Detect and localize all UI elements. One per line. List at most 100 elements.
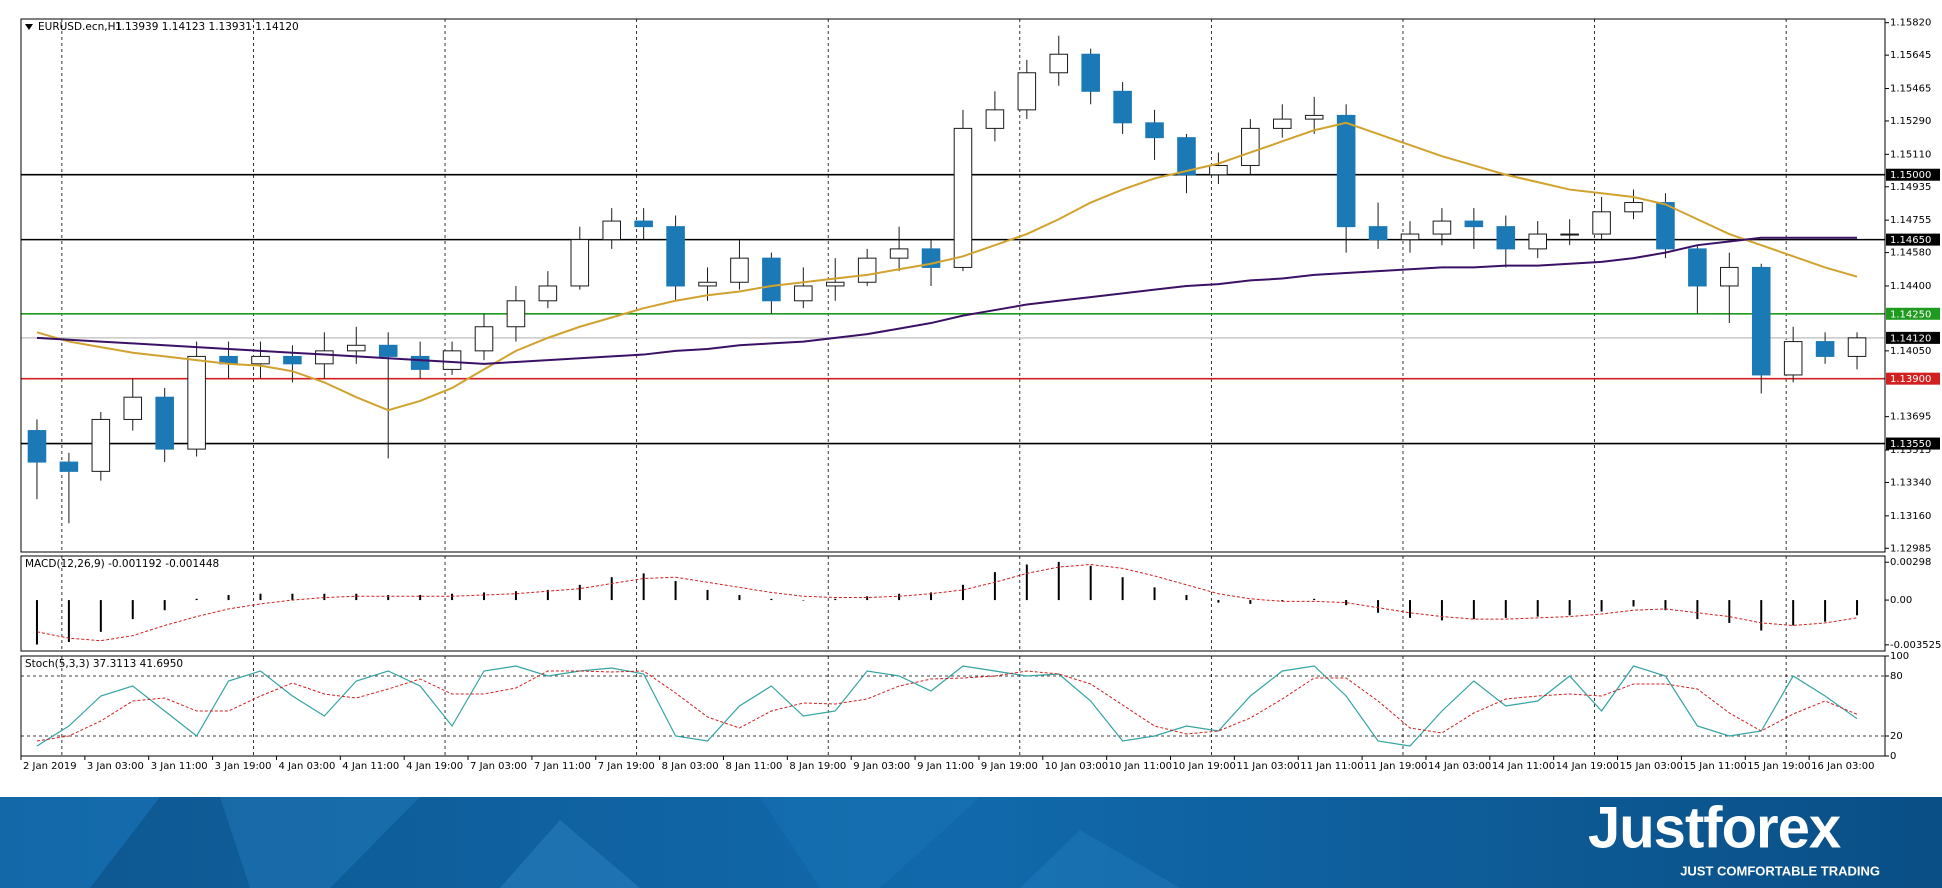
macd-bar [1025, 564, 1028, 601]
macd-bar [674, 581, 677, 601]
macd-bar [67, 600, 70, 642]
y-tick-label: 1.13340 [1890, 477, 1931, 488]
candle-body [666, 226, 685, 287]
macd-bar [802, 600, 805, 601]
macd-bar [898, 593, 901, 601]
price-level-box [1886, 372, 1940, 385]
candle-body [378, 344, 398, 357]
banner-shape [500, 820, 640, 888]
macd-bar [1057, 561, 1060, 601]
y-tick-label: 0 [1890, 751, 1896, 762]
macd-signal-line [36, 564, 1858, 642]
candle-body [1336, 114, 1356, 228]
y-tick-label: 20 [1890, 731, 1903, 742]
x-tick-label: 8 Jan 03:00 [662, 761, 719, 772]
macd-bar [1313, 598, 1316, 601]
candle-body [889, 248, 909, 259]
candle-body [1177, 137, 1196, 176]
price-level-label: 1.14120 [1890, 333, 1931, 344]
x-tick-label: 15 Jan 19:00 [1747, 761, 1810, 772]
x-tick-label: 4 Jan 19:00 [406, 761, 463, 772]
candle-body [857, 257, 877, 283]
banner-shape [0, 797, 160, 888]
candle-body [474, 326, 494, 352]
main-panel-border [20, 18, 1886, 553]
macd-bar [1377, 600, 1380, 613]
macd-bar [1185, 594, 1188, 601]
candle-body [1751, 266, 1771, 376]
x-tick-label: 7 Jan 03:00 [470, 761, 527, 772]
macd-bar [163, 600, 166, 611]
candle-body [346, 344, 366, 352]
x-tick-label: 10 Jan 03:00 [1045, 761, 1108, 772]
price-level-label: 1.14250 [1890, 309, 1931, 320]
macd-bar [419, 594, 422, 601]
candle-body [1688, 248, 1707, 287]
candle-body [1081, 53, 1100, 92]
y-tick-label: 1.15465 [1890, 84, 1931, 95]
macd-bar [1472, 600, 1475, 620]
stoch-title: Stoch(5,3,3) 37.3113 41.6950 [25, 658, 183, 670]
brand-logo: Justforex [1588, 795, 1841, 860]
y-tick-label: 1.13695 [1890, 412, 1931, 423]
macd-bar [1281, 600, 1284, 602]
candle-body [985, 109, 1005, 129]
price-level-box [1886, 331, 1940, 344]
candle-body [187, 355, 206, 450]
macd-bar [834, 598, 837, 601]
candle-body [634, 220, 653, 228]
candle-body [27, 430, 47, 463]
candle-body [123, 396, 143, 420]
macd-bar [1600, 600, 1603, 612]
macd-bar [227, 594, 230, 601]
price-level-box [1886, 233, 1940, 246]
macd-bar [738, 594, 741, 601]
banner-background [0, 797, 1942, 888]
macd-bar [291, 593, 294, 601]
banner: Justforex JUST COMFORTABLE TRADING [0, 795, 1942, 888]
x-tick-label: 7 Jan 19:00 [598, 761, 655, 772]
banner-shape [760, 797, 980, 888]
y-tick-label: 100 [1890, 651, 1909, 662]
macd-bar [961, 584, 964, 601]
banner-shape [220, 797, 420, 888]
macd-bar [355, 593, 358, 601]
y-tick-label: 1.14580 [1890, 248, 1931, 259]
candle-body [442, 350, 462, 370]
macd-bar [610, 577, 613, 601]
macd-bar [514, 591, 517, 601]
x-tick-label: 3 Jan 03:00 [87, 761, 144, 772]
candle-body [1720, 266, 1739, 287]
candle-body [91, 418, 111, 472]
price-level-box [1886, 307, 1940, 320]
y-tick-label: 0.00 [1890, 595, 1912, 606]
ohlc-readout: 1.13939 1.14123 1.13931 1.14120 [115, 21, 299, 33]
macd-bar [1792, 600, 1795, 626]
moving-average-line [36, 121, 1858, 412]
price-level-label: 1.13900 [1890, 374, 1931, 385]
macd-bar [323, 593, 326, 601]
macd-bar [866, 596, 869, 601]
stoch-panel-border [20, 655, 1886, 757]
x-tick-label: 10 Jan 19:00 [1173, 761, 1236, 772]
candle-body [1496, 226, 1516, 250]
macd-bar [131, 600, 134, 620]
candle-body [570, 239, 590, 287]
price-level-box [1886, 437, 1940, 450]
stoch-signal-line [36, 670, 1858, 742]
x-tick-label: 8 Jan 11:00 [725, 761, 782, 772]
y-tick-label: 0.00298 [1890, 557, 1931, 568]
candle-body [59, 461, 79, 472]
candle-body [698, 281, 717, 287]
x-tick-label: 9 Jan 03:00 [853, 761, 910, 772]
brand-tagline: JUST COMFORTABLE TRADING [1680, 863, 1880, 878]
macd-title: MACD(12,26,9) -0.001192 -0.001448 [25, 558, 219, 570]
candle-body [1656, 202, 1675, 250]
x-tick-label: 15 Jan 11:00 [1683, 761, 1746, 772]
x-tick-label: 14 Jan 11:00 [1492, 761, 1555, 772]
macd-bar [1153, 587, 1156, 601]
x-tick-label: 15 Jan 03:00 [1620, 761, 1683, 772]
candle-body [1624, 202, 1643, 213]
